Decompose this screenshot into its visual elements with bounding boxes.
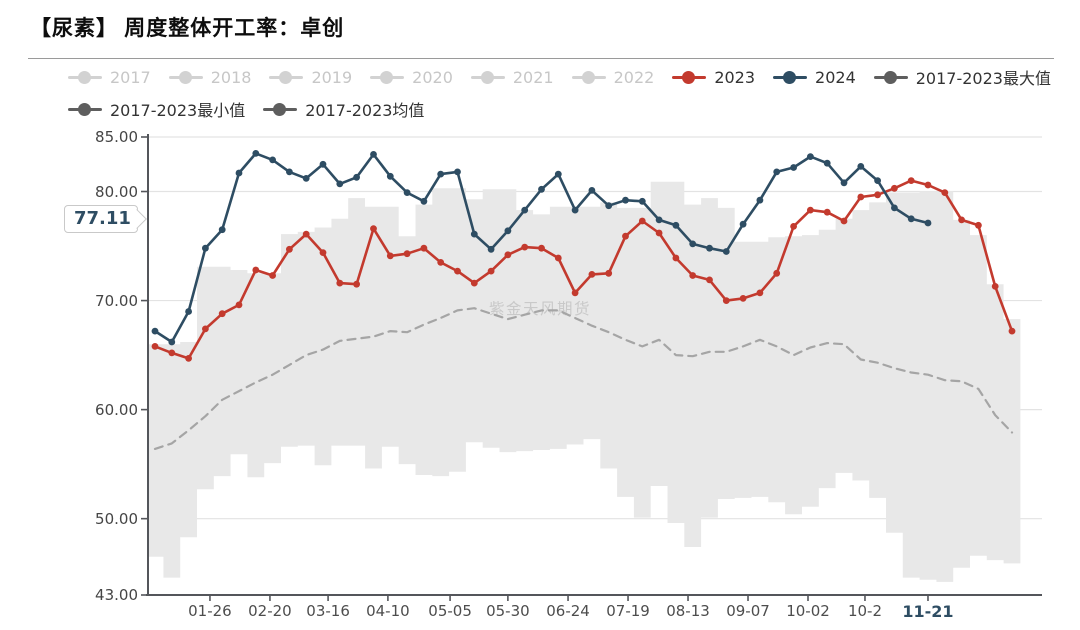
legend-item-2017-2023-[interactable]: 2017-2023最小值 <box>68 97 245 121</box>
legend-label: 2017-2023最小值 <box>110 101 246 120</box>
legend-item-2023[interactable]: 2023 <box>672 68 755 87</box>
legend-label: 2017-2023均值 <box>305 101 425 120</box>
legend-marker-icon <box>773 70 808 84</box>
legend-label: 2018 <box>210 67 252 87</box>
legend-item-2019[interactable]: 2019 <box>269 68 352 87</box>
legend-marker-icon <box>168 70 203 84</box>
legend-item-2021[interactable]: 2021 <box>470 67 554 87</box>
x-tick-label-current: 11-21 <box>902 602 954 621</box>
x-tick-label: 05-30 <box>486 602 530 620</box>
latest-value-callout: 77.11 <box>64 205 138 233</box>
series-2017-2023- <box>153 307 1014 450</box>
y-tick-label: 43.00 <box>95 586 138 604</box>
legend-marker-icon <box>263 102 298 116</box>
legend-marker-icon <box>68 102 102 116</box>
x-tick-label: 02-20 <box>248 602 292 620</box>
legend-item-2024[interactable]: 2024 <box>773 68 856 87</box>
latest-value: 77.11 <box>74 208 131 229</box>
legend: 2017 2018 2019 2020 2021 2022 2023 2024 2017-202… <box>68 65 1068 129</box>
x-tick-label: 08-13 <box>666 602 710 620</box>
legend-marker-icon <box>68 70 102 84</box>
legend-label: 2017-2023最大值 <box>915 69 1051 88</box>
legend-marker-icon <box>269 70 304 84</box>
title-divider <box>28 58 1054 59</box>
x-tick-label: 06-24 <box>546 602 590 620</box>
legend-label: 2021 <box>512 67 554 87</box>
legend-item-2020[interactable]: 2020 <box>370 68 453 87</box>
y-tick-label: 80.00 <box>95 182 138 201</box>
page-title: 【尿素】 周度整体开工率：卓创 <box>30 16 345 40</box>
watermark: 紫金天风期货 <box>489 300 591 318</box>
legend-label: 2019 <box>311 67 353 87</box>
legend-row: 2017 2018 2019 2020 2021 2022 2023 2024 2017-202… <box>68 65 1068 89</box>
legend-marker-icon <box>672 70 707 84</box>
legend-item-2017-2023-[interactable]: 2017-2023最大值 <box>873 65 1051 89</box>
legend-marker-icon <box>370 70 405 84</box>
x-tick-label: 09-07 <box>726 602 770 620</box>
x-tick-label: 03-16 <box>306 602 350 620</box>
y-tick-label: 50.00 <box>95 509 138 528</box>
series-2023 <box>153 179 1014 360</box>
x-tick-label: 01-26 <box>188 602 232 620</box>
legend-item-2018[interactable]: 2018 <box>168 67 252 87</box>
legend-marker-icon <box>873 70 908 84</box>
y-tick-label: 70.00 <box>95 291 138 310</box>
legend-label: 2024 <box>815 67 856 87</box>
y-tick-label: 60.00 <box>95 400 138 419</box>
x-tick-label: 10-02 <box>786 602 830 620</box>
legend-row: 2017-2023最小值 2017-2023均值 <box>68 97 1068 121</box>
legend-item-2017[interactable]: 2017 <box>68 68 151 87</box>
legend-marker-icon <box>571 70 606 84</box>
legend-label: 2022 <box>613 67 655 87</box>
x-tick-label: 05-05 <box>428 602 472 620</box>
legend-item-2022[interactable]: 2022 <box>571 67 655 87</box>
legend-label: 2020 <box>412 67 453 87</box>
legend-label: 2017 <box>110 67 151 87</box>
x-tick-label: 10-2 <box>847 602 882 620</box>
x-tick-label: 07-19 <box>606 602 650 620</box>
legend-label: 2023 <box>714 67 756 87</box>
x-tick-label: 04-10 <box>366 602 410 620</box>
legend-item-2017-2023-[interactable]: 2017-2023均值 <box>263 97 424 121</box>
y-tick-label: 85.00 <box>95 128 138 146</box>
legend-marker-icon <box>470 70 505 84</box>
